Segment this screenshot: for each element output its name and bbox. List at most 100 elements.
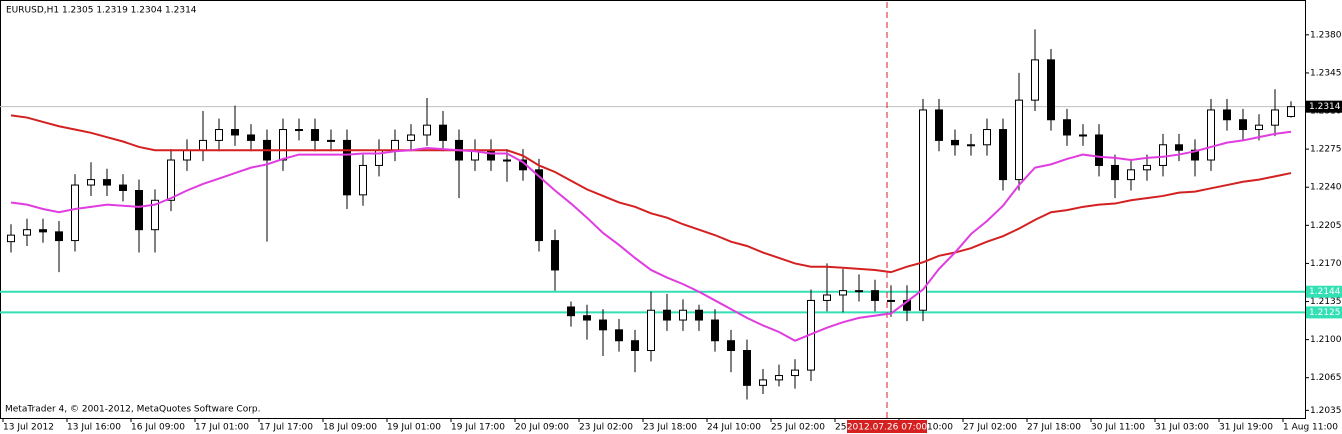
candle-body: [1287, 106, 1295, 117]
candle-body: [855, 290, 863, 293]
candle-body: [551, 240, 559, 271]
candle-body: [279, 129, 287, 161]
y-tick-label: 1.2035: [1310, 406, 1342, 416]
candle-body: [1207, 109, 1215, 161]
candle-body: [999, 129, 1007, 181]
y-tick-label: 1.2065: [1310, 373, 1342, 383]
x-tick-label: 31 Jul 03:00: [1155, 423, 1209, 433]
candle-body: [327, 139, 335, 142]
candle-body: [791, 369, 799, 377]
candle-body: [247, 134, 255, 141]
x-tick-label: 30 Jul 11:00: [1091, 423, 1145, 433]
candle-body: [151, 199, 159, 231]
candle-body: [583, 315, 591, 321]
candle-body: [567, 306, 575, 317]
candle-body: [1175, 144, 1183, 151]
cursor-label: 2012.07.26 07:00: [847, 423, 928, 433]
candle-body: [135, 189, 143, 231]
x-tick-label: 13 Jul 16:00: [67, 423, 121, 433]
x-tick-label: 17 Jul 17:00: [259, 423, 313, 433]
candle-body: [1015, 99, 1023, 181]
candle-body: [23, 229, 31, 236]
y-tick-label: 1.2170: [1310, 259, 1342, 269]
moving-average: [10, 130, 1292, 342]
candle-body: [1255, 124, 1263, 131]
price-label: 1.2314: [1309, 102, 1341, 112]
candle-body: [1095, 134, 1103, 166]
candle-body: [1127, 169, 1135, 181]
candle-body: [647, 309, 655, 352]
candle-body: [55, 231, 63, 242]
candle-body: [1047, 59, 1055, 121]
x-tick-label: 23 Jul 18:00: [643, 423, 697, 433]
candle-body: [759, 379, 767, 386]
candle-body: [871, 290, 879, 301]
candle-body: [343, 139, 351, 196]
x-tick-label: 16 Jul 09:00: [131, 423, 185, 433]
x-tick-label: 19 Jul 17:00: [451, 423, 505, 433]
price-label-box: [1306, 100, 1342, 113]
candle-body: [167, 159, 175, 201]
candle-body: [823, 294, 831, 301]
chart-title: EURUSD,H1 1.2305 1.2319 1.2304 1.2314: [6, 6, 197, 16]
candle-body: [1159, 144, 1167, 166]
candle-body: [503, 159, 511, 162]
cursor-label-box: [847, 420, 927, 433]
candle-body: [663, 309, 671, 321]
moving-average: [10, 114, 1292, 274]
candle-body: [1191, 149, 1199, 161]
y-tick-label: 1.2135: [1310, 297, 1342, 307]
x-tick-label: 18 Jul 09:00: [323, 423, 377, 433]
candle-body: [919, 109, 927, 311]
y-tick-label: 1.2275: [1310, 145, 1342, 155]
y-tick-label: 1.2380: [1310, 30, 1342, 40]
x-tick-label: 31 Jul 19:00: [1219, 423, 1273, 433]
candle-body: [359, 164, 367, 196]
candle-body: [1111, 164, 1119, 181]
y-tick-label: 1.2100: [1310, 335, 1342, 345]
candle-body: [119, 184, 127, 191]
candle-body: [39, 229, 47, 233]
candle-body: [1223, 109, 1231, 121]
candle-body: [951, 139, 959, 146]
price-label-box: [1306, 306, 1342, 319]
candle-body: [407, 134, 415, 141]
candle-body: [679, 309, 687, 321]
x-tick-label: 27 Jul 18:00: [1027, 423, 1081, 433]
candle-body: [727, 340, 735, 352]
candle-body: [1239, 119, 1247, 131]
candle-body: [87, 179, 95, 186]
x-tick-label: 20 Jul 09:00: [515, 423, 569, 433]
footer: MetaTrader 4, © 2001-2012, MetaQuotes So…: [5, 405, 261, 415]
candle-body: [535, 169, 543, 242]
candle-body: [743, 350, 751, 386]
candle-body: [695, 309, 703, 321]
candle-body: [423, 124, 431, 136]
candle-body: [1079, 134, 1087, 137]
price-label: 1.2125: [1309, 308, 1341, 318]
candle-body: [983, 129, 991, 146]
candle-body: [295, 129, 303, 132]
candle-body: [7, 234, 15, 243]
candle-body: [311, 129, 319, 141]
candle-body: [71, 184, 79, 242]
candle-body: [215, 129, 223, 141]
candle-body: [391, 139, 399, 151]
x-tick-label: 19 Jul 01:00: [387, 423, 441, 433]
y-tick-label: 1.2345: [1310, 68, 1342, 78]
x-tick-label: 17 Jul 01:00: [195, 423, 249, 433]
candle-body: [487, 149, 495, 161]
candle-body: [199, 139, 207, 151]
price-label: 1.2144: [1309, 287, 1341, 297]
candle-body: [599, 319, 607, 331]
x-tick-label: 25 Jul 02:00: [771, 423, 825, 433]
x-tick-label: 23 Jul 02:00: [579, 423, 633, 433]
candle-body: [839, 290, 847, 296]
candle-body: [1031, 59, 1039, 101]
x-tick-label: 24 Jul 10:00: [707, 423, 761, 433]
candle-body: [631, 340, 639, 352]
price-label-box: [1306, 285, 1342, 298]
candle-body: [1063, 119, 1071, 136]
